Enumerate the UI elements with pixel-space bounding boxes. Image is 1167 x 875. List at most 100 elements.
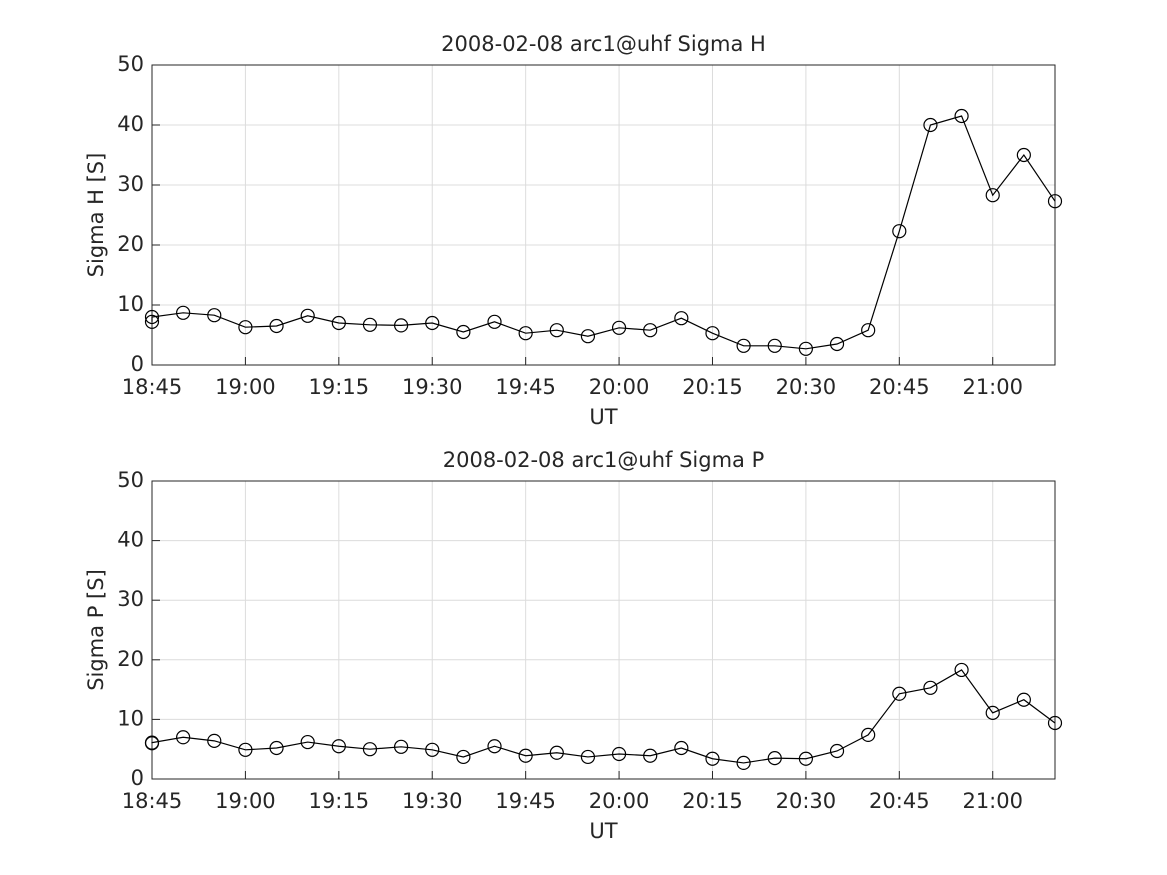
data-point <box>736 755 751 771</box>
x-tick-label: 19:30 <box>402 789 463 813</box>
data-point <box>144 314 160 329</box>
data-point <box>736 338 751 353</box>
data-point <box>144 735 160 750</box>
y-tick-label: 30 <box>117 172 144 196</box>
data-point <box>238 742 253 757</box>
x-tick-label: 20:30 <box>776 375 837 399</box>
x-tick-label: 20:30 <box>776 789 837 813</box>
data-point <box>300 734 315 750</box>
x-tick-label: 19:30 <box>402 375 463 399</box>
data-point <box>923 680 938 695</box>
data-point <box>611 320 627 335</box>
data-point <box>456 749 471 765</box>
x-tick-label: 20:45 <box>869 789 930 813</box>
data-point <box>1047 715 1063 731</box>
data-point <box>1016 692 1031 707</box>
x-tick-label: 19:45 <box>495 375 556 399</box>
data-point <box>580 329 596 344</box>
data-point <box>487 739 502 754</box>
data-point <box>362 317 378 332</box>
data-point <box>861 323 876 338</box>
data-point <box>954 108 969 124</box>
data-point <box>176 730 191 745</box>
data-point <box>518 326 533 341</box>
data-point <box>985 188 1000 203</box>
chart-title: 2008-02-08 arc1@uhf Sigma P <box>443 448 765 472</box>
data-point <box>269 740 284 756</box>
data-point <box>394 318 409 333</box>
data-point <box>549 745 564 760</box>
data-point <box>611 746 627 762</box>
data-point <box>425 742 440 757</box>
y-tick-label: 50 <box>117 52 144 76</box>
y-tick-label: 20 <box>117 647 144 671</box>
data-point <box>1047 194 1063 209</box>
data-point <box>705 326 720 341</box>
data-point <box>487 314 502 329</box>
data-point <box>518 748 533 763</box>
data-point <box>144 309 160 325</box>
data-point <box>829 336 845 352</box>
data-point <box>643 323 658 338</box>
data-point <box>207 733 222 748</box>
x-tick-label: 19:45 <box>495 789 556 813</box>
data-point <box>798 341 813 356</box>
data-point <box>892 686 907 701</box>
y-tick-label: 0 <box>131 766 144 790</box>
x-axis-label: UT <box>589 405 617 429</box>
x-tick-label: 19:15 <box>309 375 370 399</box>
data-point <box>829 743 845 759</box>
data-point <box>394 739 409 754</box>
data-point <box>331 315 346 331</box>
x-tick-label: 21:00 <box>962 375 1023 399</box>
data-point <box>861 727 876 742</box>
data-point <box>456 324 471 340</box>
x-tick-label: 21:00 <box>962 789 1023 813</box>
x-tick-label: 18:45 <box>122 375 183 399</box>
chart-title: 2008-02-08 arc1@uhf Sigma H <box>441 32 766 56</box>
y-tick-label: 10 <box>117 706 144 730</box>
x-tick-label: 20:00 <box>589 375 650 399</box>
y-tick-label: 0 <box>131 352 144 376</box>
axes-box <box>151 480 1056 780</box>
x-tick-label: 18:45 <box>122 789 183 813</box>
data-point <box>269 318 284 334</box>
data-point <box>176 305 191 320</box>
y-tick-label: 30 <box>117 587 144 611</box>
y-axis-label: Sigma H [S] <box>84 153 108 278</box>
data-point <box>362 742 378 757</box>
data-point <box>767 751 782 766</box>
x-tick-label: 19:15 <box>309 789 370 813</box>
data-point <box>549 323 564 338</box>
y-tick-label: 20 <box>117 232 144 256</box>
data-point <box>705 751 720 766</box>
y-tick-label: 40 <box>117 112 144 136</box>
y-tick-label: 40 <box>117 528 144 552</box>
data-point <box>643 748 658 763</box>
x-axis-label: UT <box>589 819 617 843</box>
y-tick-label: 10 <box>117 292 144 316</box>
y-axis-label: Sigma P [S] <box>84 569 108 691</box>
data-point <box>674 740 689 756</box>
data-point <box>674 311 689 326</box>
data-point <box>892 224 907 239</box>
plot-area <box>152 65 1055 365</box>
series-line <box>151 115 1056 350</box>
data-point <box>331 739 346 754</box>
data-point <box>798 751 813 766</box>
x-tick-label: 20:45 <box>869 375 930 399</box>
data-point <box>1016 147 1031 163</box>
x-tick-label: 20:15 <box>682 789 743 813</box>
x-tick-label: 20:00 <box>589 789 650 813</box>
data-point <box>767 338 782 353</box>
data-point <box>580 749 596 765</box>
data-point <box>985 705 1000 720</box>
data-point <box>238 320 253 335</box>
y-tick-label: 50 <box>117 468 144 492</box>
data-point <box>923 117 938 133</box>
series-line <box>151 669 1056 764</box>
data-point <box>954 662 969 678</box>
x-tick-label: 19:00 <box>215 789 276 813</box>
plot-area <box>152 481 1055 779</box>
